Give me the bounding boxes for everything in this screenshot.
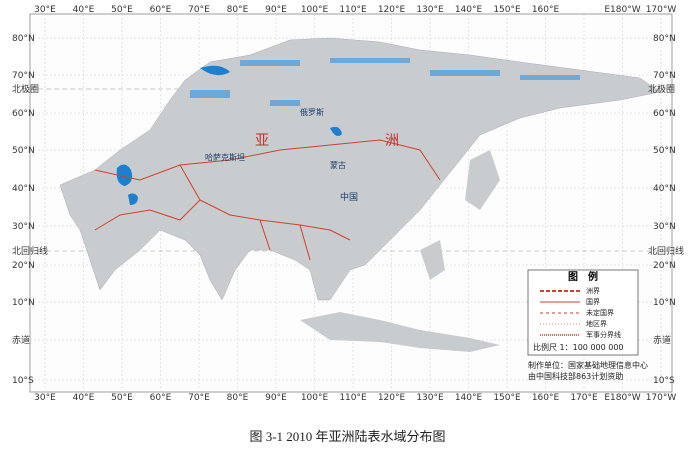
lon-label-bottom: 50°E (111, 393, 133, 403)
lon-label-bottom: 60°E (150, 393, 172, 403)
lat-label-left: 40°N (12, 184, 35, 194)
lon-label-top: 120°E (378, 5, 406, 15)
lon-label-bottom: 40°E (73, 393, 95, 403)
lat-label-left: 20°N (12, 261, 35, 271)
lon-label-top: 100°E (301, 5, 329, 15)
credit: 制作单位：国家基础地理信息中心 (528, 360, 648, 370)
lon-label-bottom: 120°E (378, 393, 406, 403)
map: 亚 洲中国 蒙古 哈萨克斯坦 俄罗斯 30°E 40°E 50°E 60°E 70°E 80°E 9… (12, 5, 684, 403)
lat-label-left: 80°N (12, 34, 35, 44)
region-label: 亚 (255, 133, 269, 149)
lon-label-top: 160°E (532, 5, 560, 15)
lon-label-bottom: 170°W (646, 393, 677, 403)
special-lat-right: 北极圈 (648, 83, 675, 95)
lat-label-right: 20°N (653, 261, 676, 271)
lon-label-bottom: 30°E (34, 393, 56, 403)
lat-label-right: 30°N (653, 222, 676, 232)
lon-label-top: 80°E (227, 5, 249, 15)
region-label: 哈萨克斯坦 (205, 152, 245, 162)
special-lat-right: 北回归线 (648, 245, 684, 257)
lat-label-left: 70°N (12, 71, 35, 81)
lon-label-top: 30°E (34, 5, 56, 15)
region-label: 蒙古 (330, 160, 346, 170)
lat-label-right: 70°N (653, 71, 676, 81)
lon-label-bottom: E180°W (604, 393, 640, 403)
lon-label-bottom: 90°E (265, 393, 287, 403)
lat-label-right: 50°N (653, 146, 676, 156)
lat-label-left: 赤道 (12, 334, 30, 346)
lat-label-right: 10°N (653, 298, 676, 308)
legend-item: 洲界 (586, 287, 600, 295)
legend-item: 地区界 (586, 319, 607, 328)
lat-label-right: 60°N (653, 109, 676, 119)
lon-label-top: 170°W (646, 5, 677, 15)
region-label: 中国 (340, 191, 358, 203)
special-lat-left: 北回归线 (12, 245, 48, 257)
lon-label-top: 140°E (455, 5, 483, 15)
lon-label-top: 40°E (73, 5, 95, 15)
lat-label-left: 10°N (12, 298, 35, 308)
lon-label-top: 70°E (188, 5, 210, 15)
special-lat-left: 北极圈 (12, 83, 39, 95)
water-speckles (190, 58, 580, 106)
lon-label-top: 50°E (111, 5, 133, 15)
lat-label-right: 10°S (653, 376, 675, 386)
lon-label-bottom: 80°E (227, 393, 249, 403)
caption: 图 3-1 2010 年亚洲陆表水域分布图 (249, 429, 446, 444)
credit: 由中国科技部863计划资助 (528, 371, 623, 381)
legend-box (527, 269, 639, 356)
lon-label-top: 60°E (150, 5, 172, 15)
lat-label-right: 40°N (653, 184, 676, 194)
lon-label-top: E180°W (604, 5, 640, 15)
lat-label-right: 80°N (653, 34, 676, 44)
lat-label-left: 30°N (12, 222, 35, 232)
lat-label-left: 60°N (12, 109, 35, 119)
lon-label-top: 110°E (339, 5, 367, 15)
legend-scale: 比例尺 1：100 000 000 (533, 342, 624, 352)
lon-label-bottom: 160°E (532, 393, 560, 403)
lon-label-bottom: 140°E (455, 393, 483, 403)
lat-label-left: 50°N (12, 146, 35, 156)
lat-label-left: 10°S (12, 376, 34, 386)
legend-item: 军事分界线 (586, 330, 621, 339)
landmass (59, 37, 661, 301)
region-label: 俄罗斯 (300, 107, 324, 117)
legend-item: 未定国界 (586, 308, 614, 317)
region-label: 洲 (385, 133, 399, 149)
lon-label-top: 150°E (493, 5, 521, 15)
lon-label-bottom: 70°E (188, 393, 210, 403)
lon-label-bottom: 100°E (301, 393, 329, 403)
southeast-islands (300, 150, 500, 352)
lon-label-top: 130°E (416, 5, 444, 15)
legend-item: 国界 (586, 298, 600, 306)
lon-label-top: 90°E (265, 5, 287, 15)
lat-label-right: 赤道 (653, 334, 671, 346)
lon-label-bottom: 150°E (493, 393, 521, 403)
borders (94, 139, 441, 261)
legend-title: 图 例 (568, 270, 598, 283)
lon-label-bottom: 170°E (570, 393, 598, 403)
lon-label-bottom: 130°E (416, 393, 444, 403)
lon-label-bottom: 110°E (339, 393, 367, 403)
